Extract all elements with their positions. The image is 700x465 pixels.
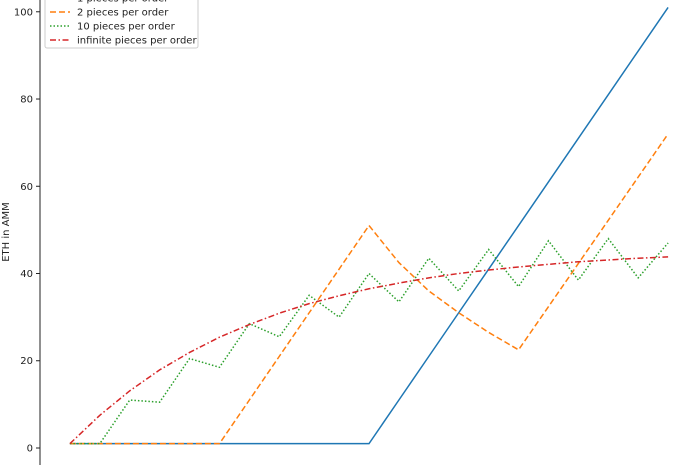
- y-tick-label: 40: [20, 269, 33, 280]
- series-line-2: [69, 237, 669, 445]
- series-line-3: [69, 256, 669, 445]
- legend-label: 10 pieces per order: [77, 22, 176, 33]
- y-axis-label: ETH in AMM: [1, 202, 12, 262]
- y-tick-label: 100: [14, 7, 33, 18]
- y-tick-label: 0: [27, 443, 33, 454]
- legend-label: infinite pieces per order: [77, 36, 197, 47]
- series-lines: [69, 6, 669, 445]
- legend-box: [44, 0, 199, 49]
- y-tick-label: 60: [20, 182, 33, 193]
- legend-label: 1 pieces per order: [77, 0, 169, 5]
- axes: 0 20 40 60 80 100: [14, 0, 41, 465]
- legend: 1 pieces per order 2 pieces per order 10 p…: [44, 0, 199, 49]
- legend-label: 2 pieces per order: [77, 8, 169, 19]
- series-line-0: [69, 6, 669, 445]
- y-tick-label: 20: [20, 356, 33, 367]
- y-tick-label: 80: [20, 95, 33, 106]
- series-line-1: [69, 133, 669, 445]
